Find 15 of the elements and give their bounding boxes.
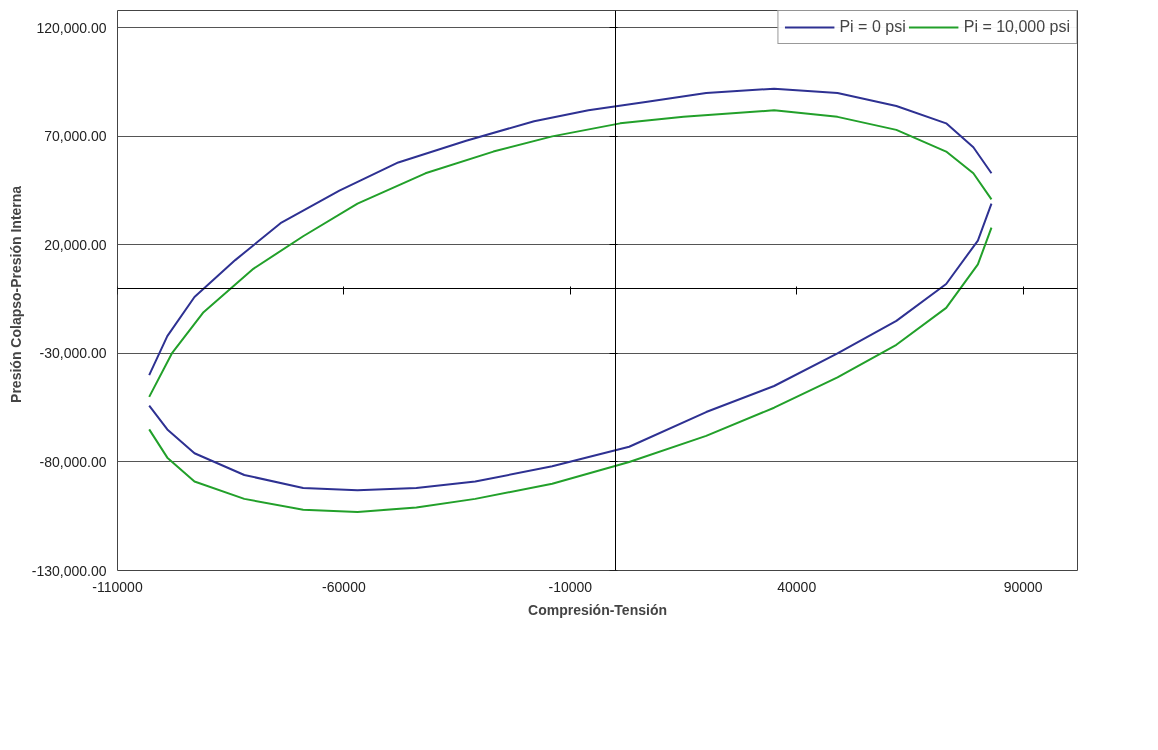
y-tick-label: -130,000.00 <box>31 562 107 579</box>
y-tick-label: 120,000.00 <box>36 19 107 36</box>
legend-label: Pi = 10,000 psi <box>963 18 1070 36</box>
y-tick-label: 70,000.00 <box>44 128 107 145</box>
x-tick-label: 40000 <box>777 578 817 595</box>
y-tick-label: 20,000.00 <box>44 236 107 253</box>
y-tick-label: -30,000.00 <box>39 345 107 362</box>
x-tick-label: -110000 <box>92 578 143 595</box>
y-axis-title: Presión Colapso-Presión Interna <box>7 185 24 403</box>
y-tick-label: -80,000.00 <box>39 453 107 470</box>
legend-label: Pi = 0 psi <box>839 18 906 36</box>
x-axis-title: Compresión-Tensión <box>528 601 667 618</box>
x-tick-label: 90000 <box>1003 578 1043 595</box>
x-tick-label: -60000 <box>322 578 366 595</box>
x-tick-label: -10000 <box>548 578 593 595</box>
